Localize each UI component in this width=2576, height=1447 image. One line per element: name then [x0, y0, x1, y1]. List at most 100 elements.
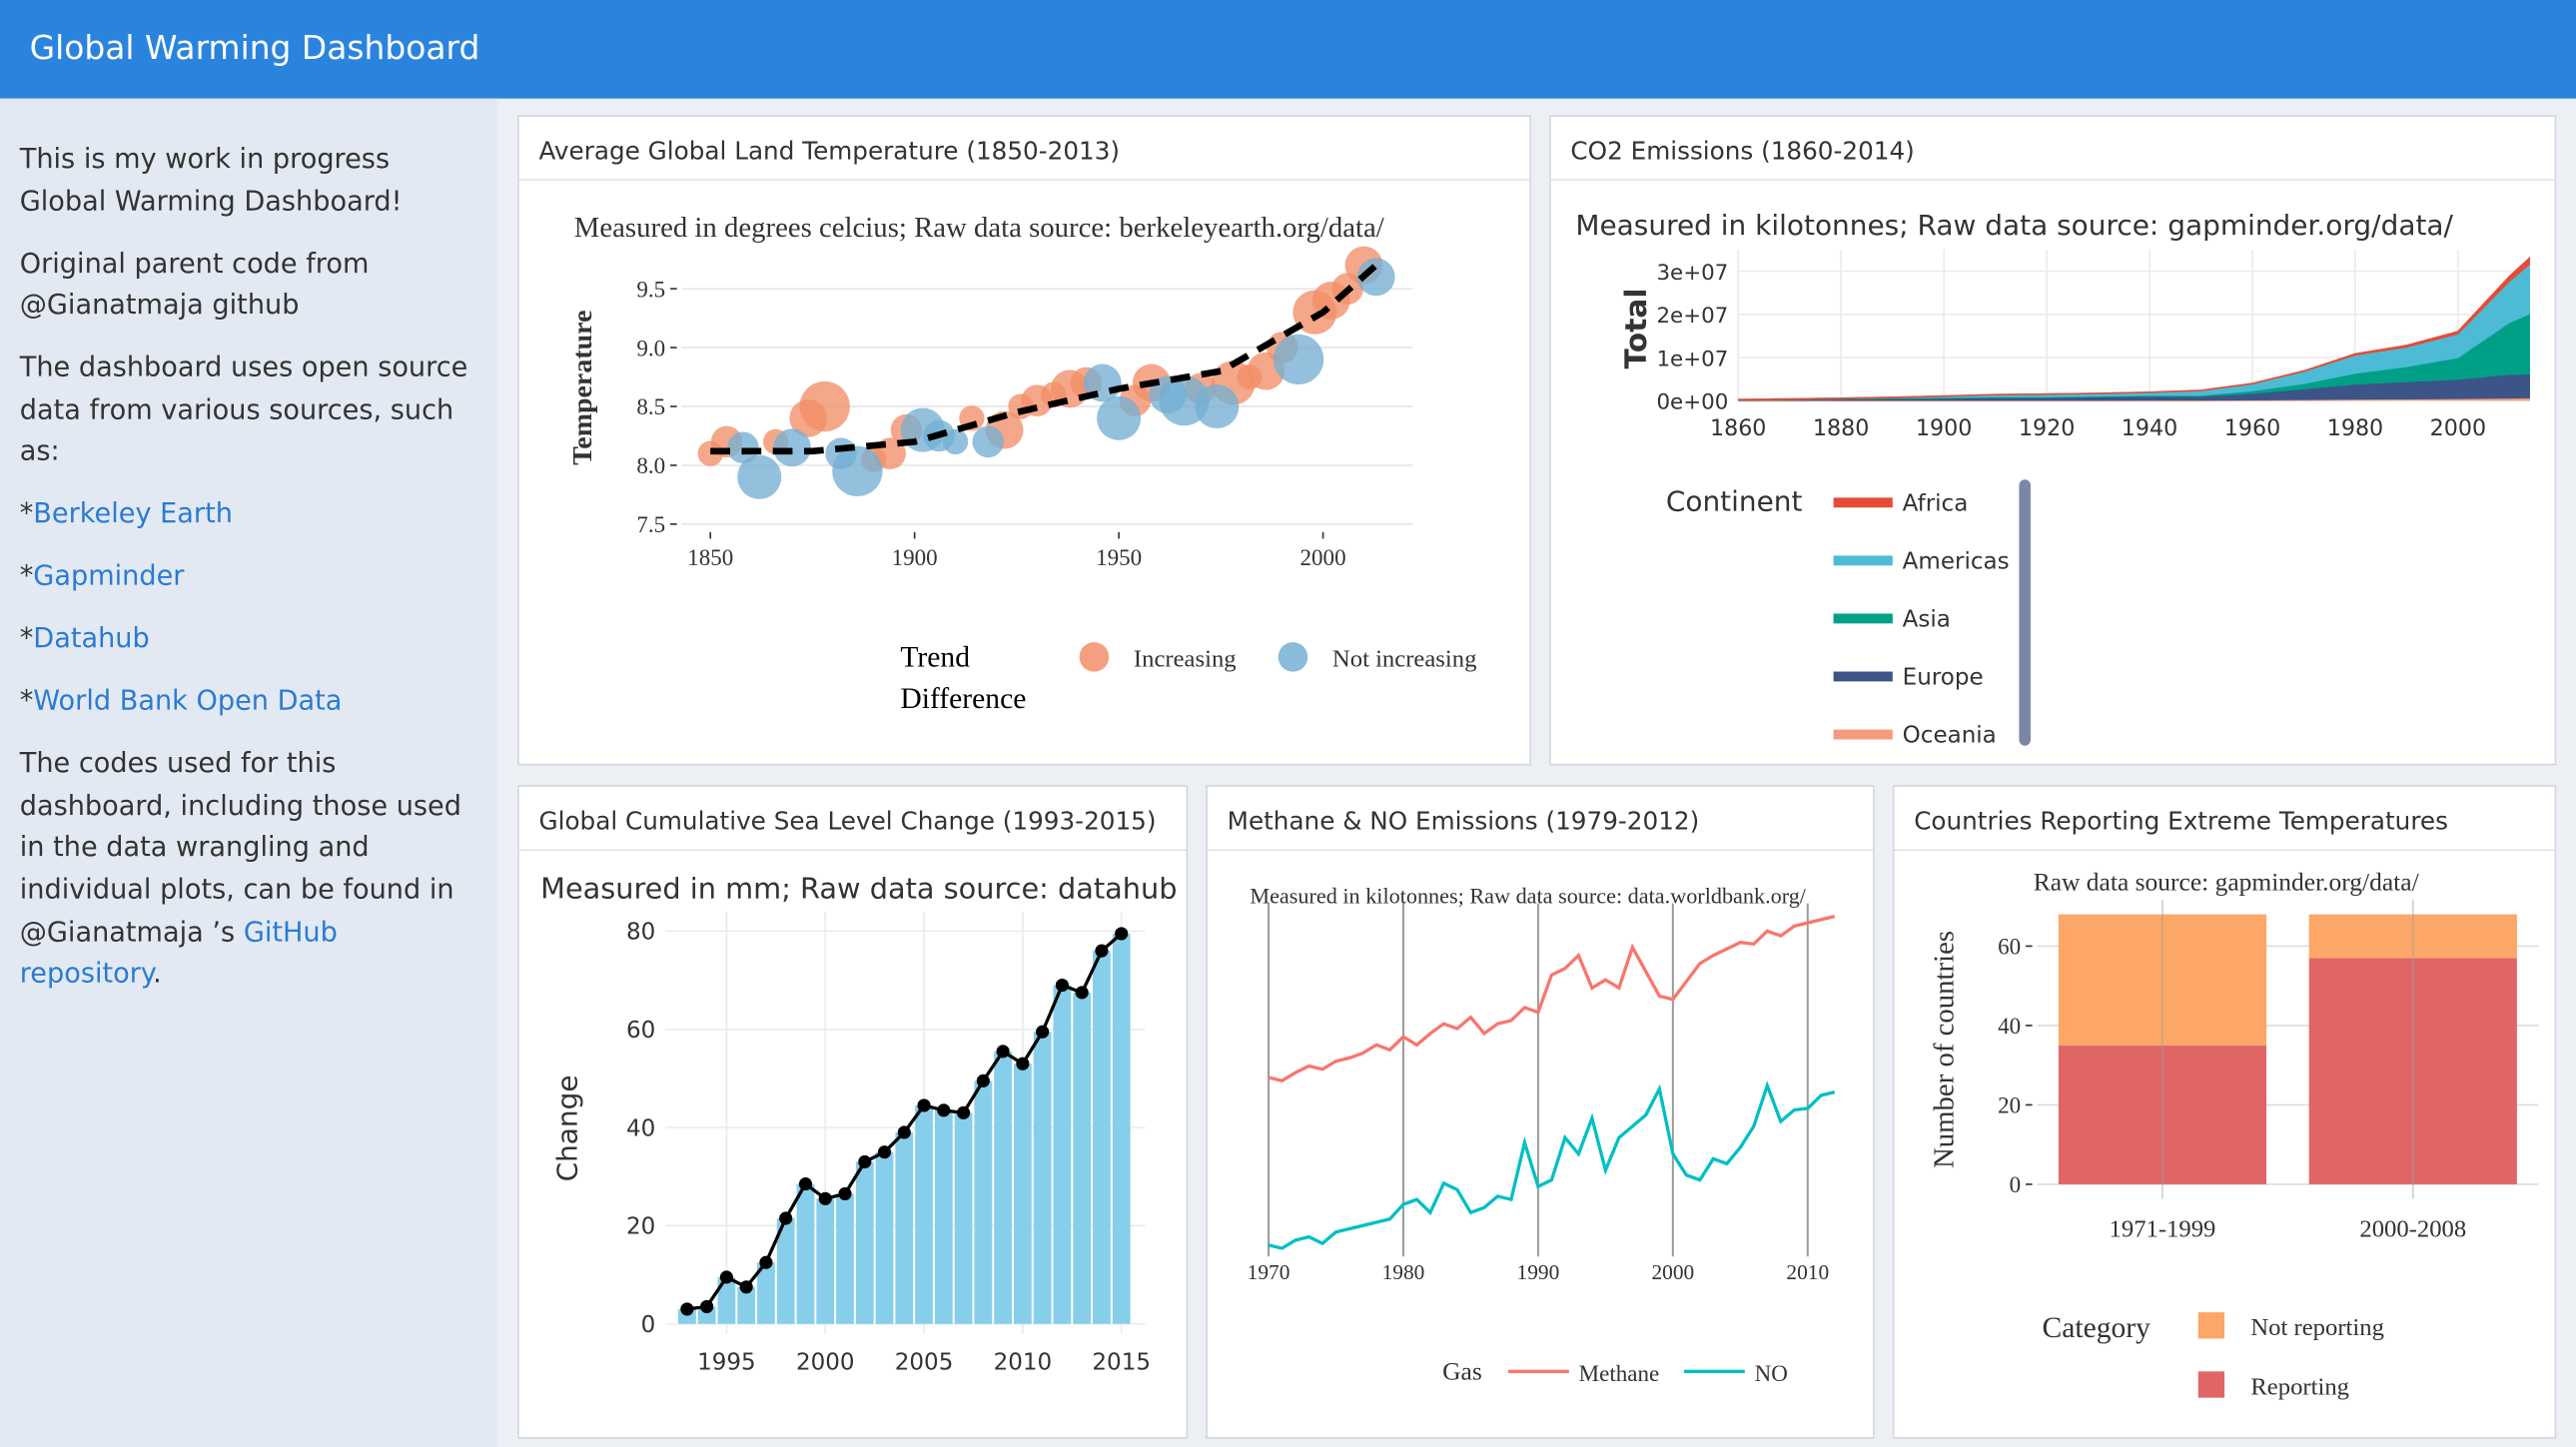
legend-swatch	[1079, 642, 1110, 672]
point	[1036, 1025, 1050, 1039]
bar	[994, 1051, 1013, 1324]
stacked-bar-chart: Raw data source: gapminder.org/data/0 20 4…	[1929, 867, 2539, 1400]
chart-subtitle: Measured in mm; Raw data source: datahub	[540, 872, 1177, 906]
legend-label: Europe	[1903, 665, 1984, 691]
bubble	[799, 380, 850, 432]
point	[700, 1299, 714, 1314]
bar	[1093, 951, 1111, 1324]
legend-label: NO	[1755, 1360, 1788, 1386]
y-tick-label: 60	[626, 1018, 655, 1044]
chart-subtitle: Raw data source: gapminder.org/data/	[2034, 867, 2420, 896]
legend-title: Gas	[1442, 1357, 1482, 1386]
point	[680, 1302, 694, 1316]
bar	[836, 1193, 854, 1324]
point	[957, 1105, 971, 1119]
point	[739, 1280, 753, 1294]
point	[877, 1145, 892, 1159]
x-tick-label: 1995	[697, 1350, 756, 1376]
legend-swatch	[2197, 1371, 2225, 1398]
legend-swatch	[2197, 1312, 2225, 1339]
bullet: *	[19, 497, 34, 530]
bar	[934, 1109, 953, 1324]
source-link[interactable]: Gapminder	[33, 560, 185, 592]
source-link[interactable]: Datahub	[33, 622, 150, 655]
x-tick-label: 2000	[796, 1350, 855, 1376]
x-tick-label: 2015	[1092, 1350, 1151, 1376]
x-tick-label: 1880	[1813, 415, 1869, 441]
point	[779, 1211, 793, 1225]
source-item: *Datahub	[20, 618, 478, 660]
x-tick-label: 1950	[1096, 544, 1142, 570]
y-tick-label: 8.0	[636, 452, 665, 478]
y-tick-label: 0e+00	[1656, 390, 1728, 415]
x-tick-label: 2000	[2430, 415, 2486, 441]
legend-label: Americas	[1903, 549, 2010, 575]
bar	[757, 1262, 775, 1324]
y-tick-label: 40	[1998, 1013, 2021, 1039]
x-tick-label: 1980	[1382, 1260, 1425, 1284]
legend-swatch	[1833, 729, 1893, 740]
area-edge	[1738, 313, 2531, 401]
bar	[1073, 992, 1092, 1324]
x-tick-label: 1920	[2019, 415, 2075, 441]
point	[759, 1255, 773, 1269]
legend-label: Oceania	[1903, 723, 1997, 749]
bubble	[1195, 383, 1240, 429]
y-axis-title: Temperature	[567, 311, 598, 465]
bubble	[737, 454, 782, 499]
bar-chart: Measured in mm; Raw data source: datahub…	[540, 872, 1177, 1376]
y-tick-label: 40	[626, 1115, 655, 1141]
bar	[895, 1131, 914, 1324]
legend-label: Asia	[1903, 607, 1951, 633]
source-link[interactable]: Berkeley Earth	[33, 497, 233, 530]
y-tick-label: 0	[641, 1312, 656, 1338]
legend-swatch	[1833, 555, 1893, 566]
y-tick-label: 3e+07	[1656, 261, 1728, 286]
x-tick-label: 1990	[1517, 1260, 1560, 1284]
legend-swatch	[1278, 642, 1308, 672]
y-tick-label: 9.0	[636, 335, 665, 361]
x-tick-label: 2010	[994, 1350, 1053, 1376]
point	[1055, 978, 1069, 993]
area-band	[1738, 374, 2530, 401]
panel: CO2 Emissions (1860-2014)	[1549, 115, 2557, 766]
bullet: *	[19, 622, 34, 655]
panel-title: CO2 Emissions (1860-2014)	[1550, 117, 2555, 181]
point	[1095, 944, 1109, 958]
y-tick-label: 60	[1998, 934, 2021, 960]
legend-title: Category	[2042, 1312, 2150, 1344]
github-link[interactable]: GitHub repository	[19, 916, 338, 990]
chart-subtitle: Measured in kilotonnes; Raw data source:…	[1250, 884, 1806, 909]
point	[838, 1186, 852, 1200]
legend-label: Methane	[1579, 1360, 1660, 1386]
sidebar-text: This is my work in progress Global Warmi…	[19, 143, 403, 217]
x-tick-label: 2000	[1651, 1260, 1694, 1284]
panel: Average Global Land Temperature (1850-20…	[517, 115, 1531, 766]
bullet: *	[19, 560, 34, 592]
legend-label: Increasing	[1134, 646, 1237, 673]
bubble	[1097, 395, 1142, 440]
bar	[915, 1104, 933, 1324]
bar	[974, 1081, 993, 1324]
legend-label: Africa	[1903, 491, 1969, 517]
closing-end: .	[153, 958, 162, 990]
y-axis-title: Change	[550, 1075, 583, 1181]
area-edge	[1738, 257, 2531, 400]
y-tick-label: 0	[2010, 1171, 2022, 1197]
bubble	[1356, 258, 1395, 297]
scatter-chart: Measured in degrees celcius; Raw data so…	[567, 212, 1476, 715]
point	[818, 1191, 832, 1205]
header: Global Warming Dashboard	[0, 0, 2576, 99]
point	[858, 1154, 872, 1169]
legend-swatch	[1833, 497, 1893, 508]
x-tick-label: 2000-2008	[2359, 1215, 2466, 1242]
source-link[interactable]: World Bank Open Data	[33, 685, 343, 717]
y-axis-title: Total	[1619, 289, 1653, 369]
y-tick-label: 80	[626, 920, 655, 946]
panel-title: Average Global Land Temperature (1850-20…	[518, 117, 1530, 181]
line	[1268, 915, 1836, 1083]
bubble	[942, 428, 969, 455]
source-item: *Gapminder	[20, 555, 478, 597]
point	[1115, 927, 1129, 941]
